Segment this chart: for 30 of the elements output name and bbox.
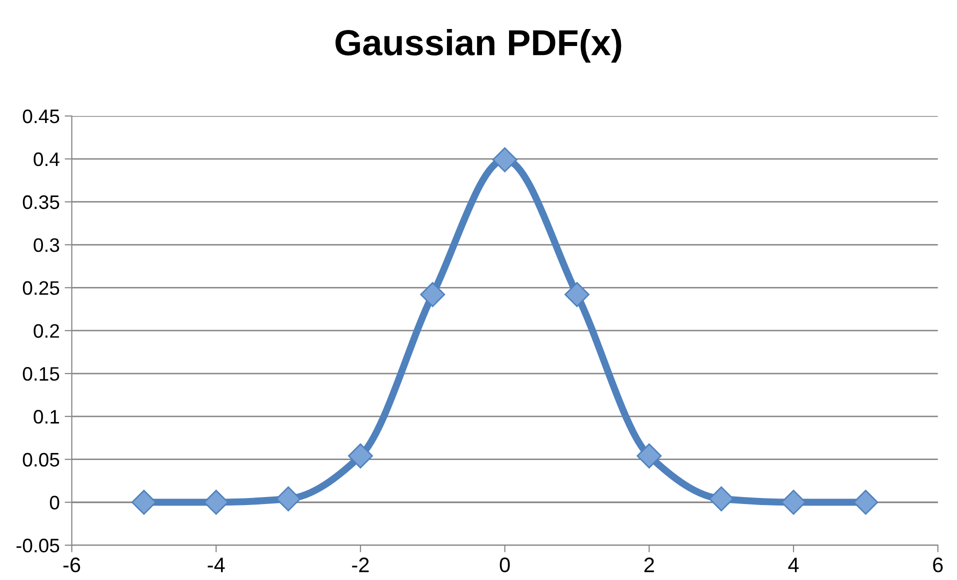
x-tick-label: 0 xyxy=(500,558,510,572)
point xyxy=(131,490,156,515)
point xyxy=(348,443,373,468)
x-tick-label: -6 xyxy=(63,558,80,572)
y-tick-label: 0.2 xyxy=(34,324,59,338)
x-tick-label: 6 xyxy=(933,558,943,572)
point xyxy=(276,486,301,512)
point xyxy=(492,147,518,172)
y-tick-label: 0 xyxy=(50,496,60,510)
x-tick-label: -2 xyxy=(352,558,369,572)
y-tick-label: 0.35 xyxy=(22,195,60,210)
point xyxy=(853,490,878,515)
y-tick-label: 0.15 xyxy=(22,366,60,381)
chart-title: Gaussian PDF(x) xyxy=(336,29,622,63)
x-tick-label: -4 xyxy=(208,558,225,572)
point xyxy=(636,443,662,468)
point xyxy=(420,282,446,308)
y-tick-label: 0.45 xyxy=(22,109,60,124)
y-tick-label: 0.25 xyxy=(22,281,60,295)
y-tick-label: 0.1 xyxy=(34,410,60,424)
y-tick-label: -0.05 xyxy=(16,538,60,552)
x-tick-label: 2 xyxy=(644,558,654,572)
y-tick-label: 0.3 xyxy=(34,238,60,252)
point xyxy=(781,490,806,515)
point xyxy=(708,486,734,512)
y-tick-label: 0.05 xyxy=(22,452,60,467)
x-tick-label: 4 xyxy=(788,558,799,572)
point xyxy=(564,282,590,308)
point xyxy=(204,490,229,515)
y-tick-label: 0.4 xyxy=(34,152,60,166)
